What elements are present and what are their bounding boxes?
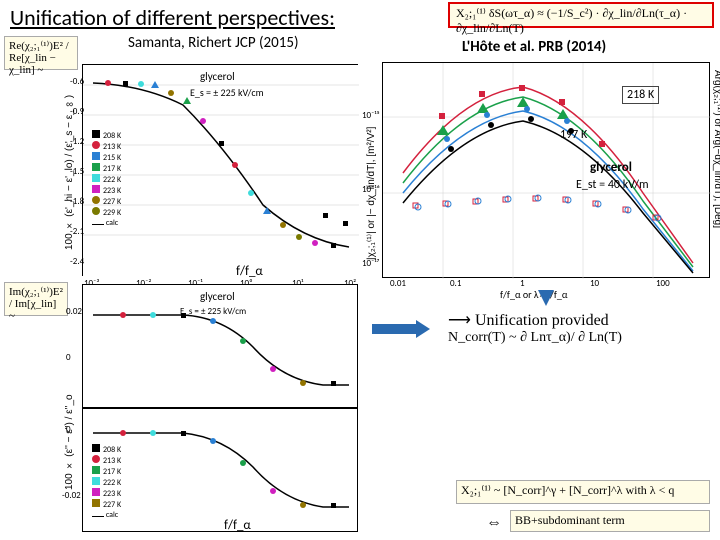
formula-ratio-im: Im(χ₂;₁⁽¹⁾)E² / Im[χ_lin] ~ — [4, 282, 68, 316]
annot-glycerol: glycerol — [590, 160, 632, 175]
unification-note: ⟶ Unification provided N_corr(T) ~ ∂ Lnτ… — [448, 310, 622, 346]
chart-c-ylabel-left: |χ₂;₁⁽¹⁾| or |− dχ_lin/dT|, [m²/V²] — [366, 80, 377, 260]
ffa-label-1: f/f_α — [236, 264, 263, 279]
chart-c-ylabel-right: Arg(χ₂;₁⁽¹⁾) or Arg(−dχ_lin/dT), [Deg] — [712, 70, 720, 270]
annot-est: E_st = 40 kV/m — [576, 178, 649, 192]
reference-1: Samanta, Richert JCP (2015) — [128, 34, 299, 52]
formula-bb: BB+subdominant term — [510, 510, 710, 532]
chart-b2 — [82, 408, 358, 532]
chart-b1-title: glycerol — [200, 290, 235, 303]
page-title: Unification of different perspectives: — [10, 4, 335, 31]
ffa-label-2: f/f_α — [224, 518, 251, 533]
chart-b1-subtitle: E_s = ± 225 kV/cm — [180, 306, 246, 317]
chart-c — [382, 62, 710, 278]
formula-top-boxed: X₂;₁⁽¹⁾ δS(ωτ_α) ≈ (−1/S_c²) · ∂χ_lin/∂L… — [448, 2, 714, 28]
formula-ratio-re: Re(χ₂;₁⁽¹⁾)E² / Re[χ_lin − χ_lin] ~ — [4, 36, 78, 70]
dblarrow-icon: ⇔ — [486, 513, 502, 532]
chart-a-legend: 208 K 213 K 215 K 217 K 222 K 223 K 227 … — [92, 130, 121, 228]
arrow-down-icon — [538, 290, 554, 306]
formula-ncorr: X₂;₁⁽¹⁾ ~ [N_corr]^γ + [N_corr]^λ with λ… — [456, 480, 710, 504]
annot-197k: 197 K — [560, 128, 587, 142]
chart-a-subtitle: E_s = ± 225 kV/cm — [190, 86, 264, 99]
arrow-right-icon — [372, 324, 416, 334]
annot-218k: 218 K — [622, 86, 659, 104]
chart-b-legend: 208 K 213 K 217 K 222 K 223 K 227 K calc — [92, 444, 121, 520]
chart-a-title: glycerol — [200, 70, 235, 83]
reference-2: L'Hôte et al. PRB (2014) — [462, 38, 606, 56]
